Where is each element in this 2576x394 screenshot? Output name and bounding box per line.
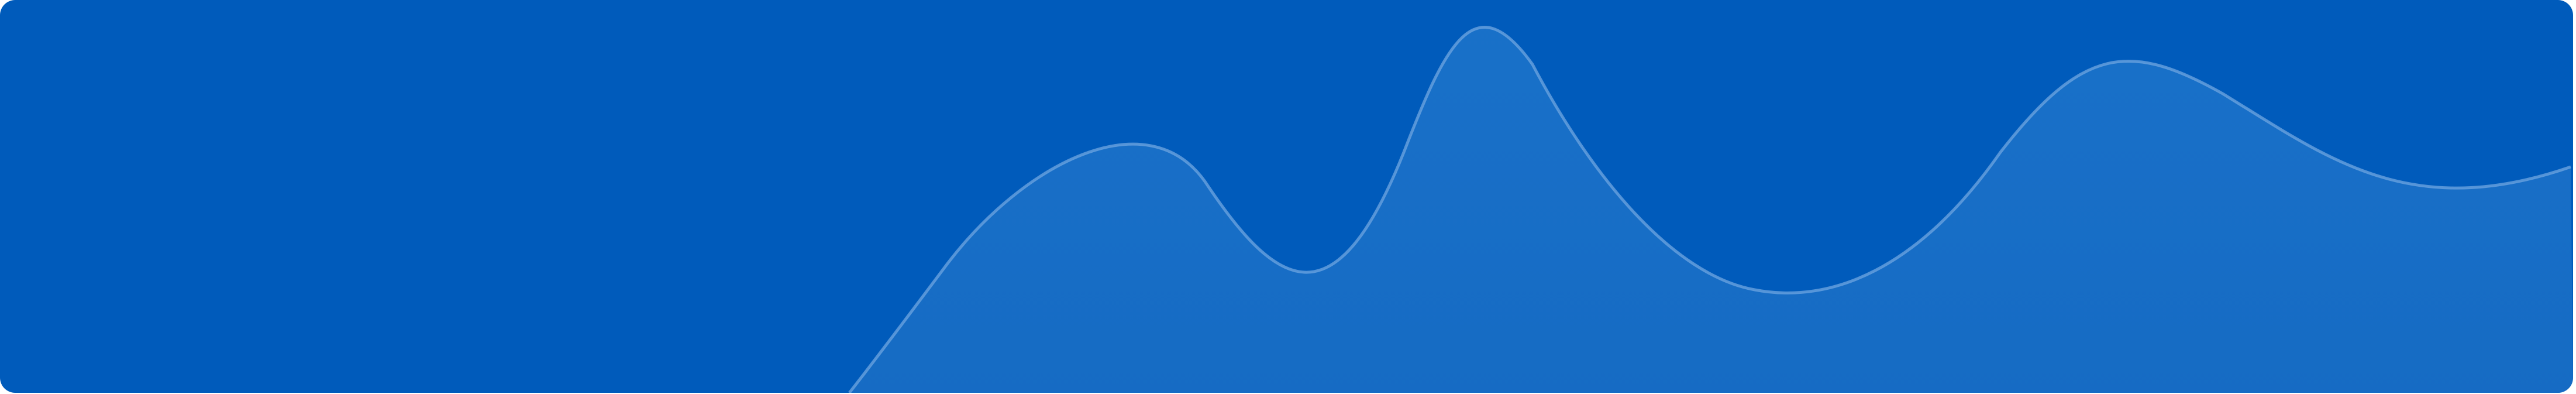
wave-area (849, 27, 2573, 393)
wave-line (848, 26, 2571, 393)
